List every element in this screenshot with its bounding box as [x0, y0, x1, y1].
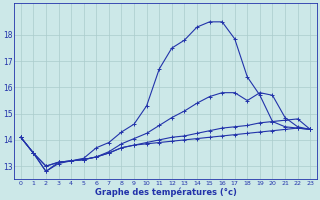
- X-axis label: Graphe des températures (°c): Graphe des températures (°c): [95, 187, 236, 197]
